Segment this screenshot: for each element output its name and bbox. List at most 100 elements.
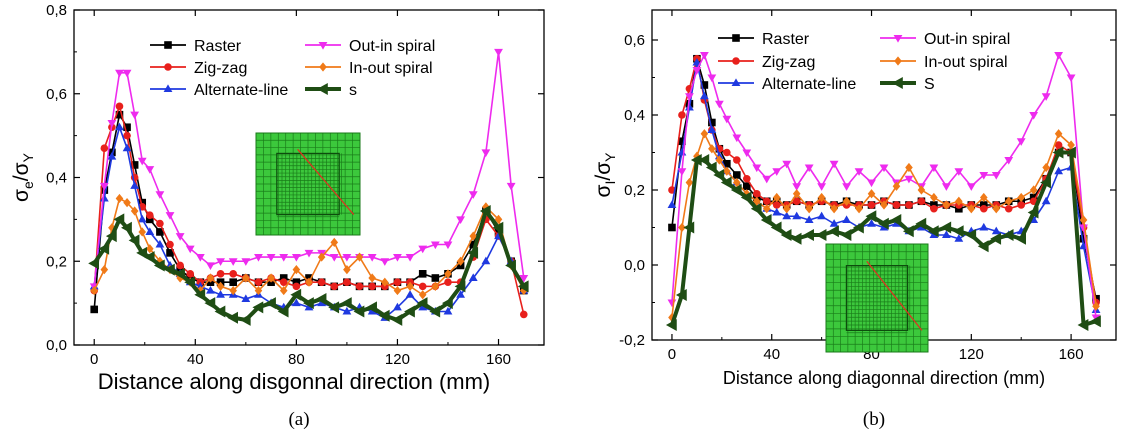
data-point <box>979 204 988 213</box>
data-point <box>954 168 964 176</box>
legend-label: S <box>924 76 935 93</box>
data-point <box>990 232 1002 245</box>
data-point <box>804 215 814 224</box>
data-point <box>685 102 694 111</box>
data-point <box>99 193 109 202</box>
data-point <box>952 225 964 238</box>
data-point <box>166 240 174 249</box>
data-point <box>342 254 352 262</box>
data-point <box>242 273 250 283</box>
data-point <box>266 254 276 262</box>
data-point <box>145 166 155 174</box>
data-point <box>668 223 676 232</box>
data-point <box>241 294 251 302</box>
legend-marker <box>164 63 172 71</box>
data-point <box>708 118 716 127</box>
data-point <box>792 197 801 206</box>
data-point <box>519 310 528 319</box>
data-point <box>186 270 195 278</box>
data-point <box>416 297 428 310</box>
data-point <box>1004 196 1013 206</box>
data-point <box>892 181 901 191</box>
y-axis-title: σe/σY <box>10 152 36 202</box>
data-point <box>469 231 478 241</box>
data-point <box>317 252 326 262</box>
data-point <box>429 305 441 318</box>
data-point <box>1029 111 1039 120</box>
data-point <box>137 214 147 223</box>
data-point <box>867 219 876 227</box>
data-point <box>194 288 206 301</box>
data-point <box>830 204 838 214</box>
legend-item: Raster <box>150 38 242 55</box>
data-point <box>842 196 851 206</box>
data-point <box>418 245 428 254</box>
diagonal-line <box>866 260 923 331</box>
data-point <box>665 319 677 331</box>
data-point <box>667 299 677 308</box>
data-point <box>940 221 952 234</box>
data-point <box>494 48 503 57</box>
data-point <box>330 282 339 291</box>
data-point <box>366 301 377 314</box>
chart-panel-a: 0 40 80 120 160 0,0 0,2 0,4 0,6 0,8 Distance along… <box>10 2 545 430</box>
diagonal-line <box>297 148 355 215</box>
data-point <box>853 221 864 234</box>
data-point <box>699 51 709 60</box>
data-point <box>90 285 99 296</box>
data-point <box>1066 74 1076 83</box>
data-point <box>705 161 717 174</box>
x-tick-label: 160 <box>1059 346 1084 363</box>
data-point <box>1004 156 1014 165</box>
data-point <box>782 204 791 214</box>
data-point <box>930 204 938 213</box>
x-axis-title: Distance along disgonnal direction (mm) <box>98 369 491 394</box>
data-point <box>153 259 165 272</box>
data-point <box>867 179 876 188</box>
data-point <box>1015 232 1027 245</box>
data-point <box>979 171 989 180</box>
data-point <box>942 200 951 210</box>
data-point <box>156 219 164 228</box>
y-tick-label: 0,4 <box>46 170 67 187</box>
data-point <box>467 246 479 259</box>
data-point <box>740 191 752 204</box>
data-point <box>742 174 751 183</box>
data-point <box>752 189 761 198</box>
data-point <box>155 191 165 199</box>
data-point <box>291 298 301 307</box>
legend: Raster Zig-zag Alternate-line Out-in spiral… <box>718 31 1010 93</box>
data-point <box>227 311 238 324</box>
data-point <box>123 131 131 140</box>
data-point <box>469 240 478 249</box>
data-point <box>770 221 782 234</box>
data-point <box>929 164 939 173</box>
data-point <box>136 246 148 259</box>
data-point <box>405 254 415 262</box>
y-tick-label: 0,2 <box>624 182 645 199</box>
x-tick-label: 120 <box>959 346 984 363</box>
data-point <box>468 191 478 199</box>
data-point <box>305 277 313 287</box>
data-point <box>880 200 888 210</box>
data-point <box>1029 185 1038 195</box>
data-point <box>206 285 215 294</box>
x-tick-label: 0 <box>90 351 98 368</box>
data-point <box>88 257 100 270</box>
data-point <box>854 168 864 176</box>
data-point <box>733 156 741 164</box>
data-point <box>279 274 288 282</box>
legend-item: In-out spiral <box>880 54 1008 71</box>
data-point <box>1002 229 1014 241</box>
data-point <box>292 278 301 286</box>
data-point <box>733 177 741 188</box>
y-tick-label: 0,0 <box>46 337 67 354</box>
data-point <box>685 93 694 101</box>
series-s <box>88 205 529 326</box>
data-point <box>431 281 440 291</box>
y-axis-title: σI/σY <box>592 152 618 198</box>
data-point <box>380 258 390 266</box>
data-point <box>690 154 702 166</box>
data-point <box>805 204 813 214</box>
data-point <box>890 214 902 226</box>
